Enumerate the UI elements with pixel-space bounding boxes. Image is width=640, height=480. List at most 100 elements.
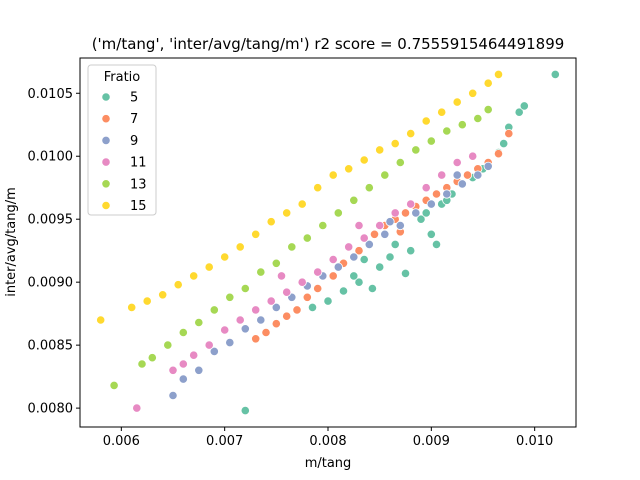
data-point-fratio-9 [168,390,178,401]
data-point-fratio-15 [328,170,338,180]
data-point-fratio-13 [302,233,312,243]
data-point-fratio-13 [163,340,173,350]
x-axis: 0.006 0.007 0.008 0.009 0.010 [103,427,553,449]
x-tick-label: 0.006 [103,434,140,449]
data-point-fratio-13 [442,126,452,136]
data-point-fratio-15 [313,183,323,193]
data-point-fratio-5 [323,296,333,306]
data-point-fratio-9 [225,337,235,348]
x-axis-label: m/tang [305,456,352,471]
data-point-fratio-9 [473,170,483,180]
data-point-fratio-13 [147,353,157,363]
y-tick-label: 0.0095 [28,213,74,228]
data-point-fratio-9 [194,365,204,375]
data-point-fratio-9 [442,189,452,199]
data-point-fratio-9 [452,170,462,180]
data-point-fratio-5 [519,101,529,111]
data-point-fratio-15 [437,107,447,117]
data-point-fratio-5 [359,254,369,265]
data-point-fratio-15 [96,315,106,325]
data-point-fratio-11 [266,296,276,306]
chart-title: ('m/tang', 'inter/avg/tang/m') r2 score … [92,35,565,53]
data-point-fratio-13 [364,183,374,193]
data-point-fratio-7 [431,189,442,199]
data-point-fratio-11 [452,157,462,168]
y-tick-label: 0.0105 [28,87,74,102]
legend-label-7: 7 [130,112,138,127]
y-tick-label: 0.0100 [28,150,74,165]
data-point-fratio-7 [504,129,514,139]
data-point-fratio-13 [109,380,119,390]
legend-marker-15 [101,200,111,211]
data-point-fratio-7 [462,170,473,180]
x-tick-label: 0.007 [206,434,243,449]
data-point-fratio-11 [189,350,199,360]
legend-marker-5 [101,92,111,102]
data-point-fratio-13 [380,170,390,180]
legend-label-15: 15 [130,199,147,214]
data-point-fratio-13 [395,157,405,168]
y-axis-label: inter/avg/tang/m [4,187,19,297]
legend-marker-11 [101,157,111,167]
legend-label-13: 13 [130,177,147,192]
data-point-fratio-5 [307,302,318,312]
legend-marker-9 [101,135,111,145]
data-point-fratio-7 [302,292,312,302]
data-point-fratio-9 [483,161,493,171]
data-point-fratio-9 [364,239,374,249]
data-point-fratio-13 [137,359,147,369]
data-point-fratio-15 [189,271,199,281]
data-point-fratio-9 [411,208,421,218]
data-point-fratio-5 [514,107,524,117]
legend-title: Fratio [104,70,141,85]
data-point-fratio-5 [385,252,395,262]
data-point-fratio-9 [380,229,390,239]
data-point-fratio-11 [406,199,416,209]
data-point-fratio-9 [271,302,281,312]
data-point-fratio-9 [395,220,405,231]
data-point-fratio-9 [256,315,266,325]
data-point-fratio-11 [328,254,338,265]
y-axis: 0.0080 0.0085 0.0090 0.0095 0.0100 0.0105 [28,87,80,417]
data-point-fratio-5 [240,405,250,416]
data-point-fratio-9 [209,346,219,356]
data-point-fratio-13 [225,292,235,302]
data-point-fratio-11 [421,183,431,193]
legend-marker-13 [101,179,111,189]
data-point-fratio-13 [457,120,467,130]
data-point-fratio-15 [406,129,416,139]
data-point-fratio-13 [256,267,266,277]
data-point-fratio-11 [344,242,354,252]
data-point-fratio-7 [369,229,380,239]
points-layer [96,69,560,416]
data-point-fratio-11 [132,403,142,413]
data-point-fratio-15 [127,302,137,312]
x-tick-label: 0.010 [516,434,553,449]
data-point-fratio-15 [235,242,245,252]
data-point-fratio-9 [457,179,467,189]
data-point-fratio-15 [204,262,214,272]
data-point-fratio-5 [400,268,411,278]
data-point-fratio-15 [344,164,354,174]
data-point-fratio-7 [271,319,281,329]
data-point-fratio-9 [349,252,359,262]
data-point-fratio-15 [421,116,431,126]
data-point-fratio-15 [251,229,261,239]
data-point-fratio-15 [158,290,168,300]
data-point-fratio-5 [354,277,364,287]
data-point-fratio-5 [499,139,509,149]
y-tick-label: 0.0090 [28,276,74,291]
legend: Fratio 5 7 9 11 13 15 [87,64,157,216]
data-point-fratio-5 [550,69,560,80]
data-point-fratio-7 [400,208,411,218]
data-point-fratio-11 [168,365,178,375]
data-point-fratio-13 [194,317,204,328]
data-point-fratio-5 [406,246,416,256]
data-point-fratio-15 [266,217,276,227]
data-point-fratio-11 [297,277,307,287]
data-point-fratio-15 [220,252,230,262]
data-point-fratio-11 [276,271,287,281]
data-point-fratio-11 [204,340,214,350]
y-tick-label: 0.0080 [28,402,74,417]
legend-label-11: 11 [130,156,147,171]
